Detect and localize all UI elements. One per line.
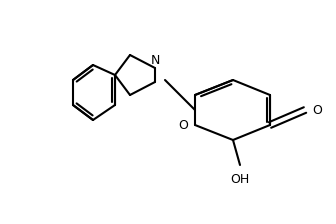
Text: O: O xyxy=(178,118,188,131)
Text: O: O xyxy=(312,103,322,116)
Text: OH: OH xyxy=(230,172,250,185)
Text: N: N xyxy=(150,54,160,67)
